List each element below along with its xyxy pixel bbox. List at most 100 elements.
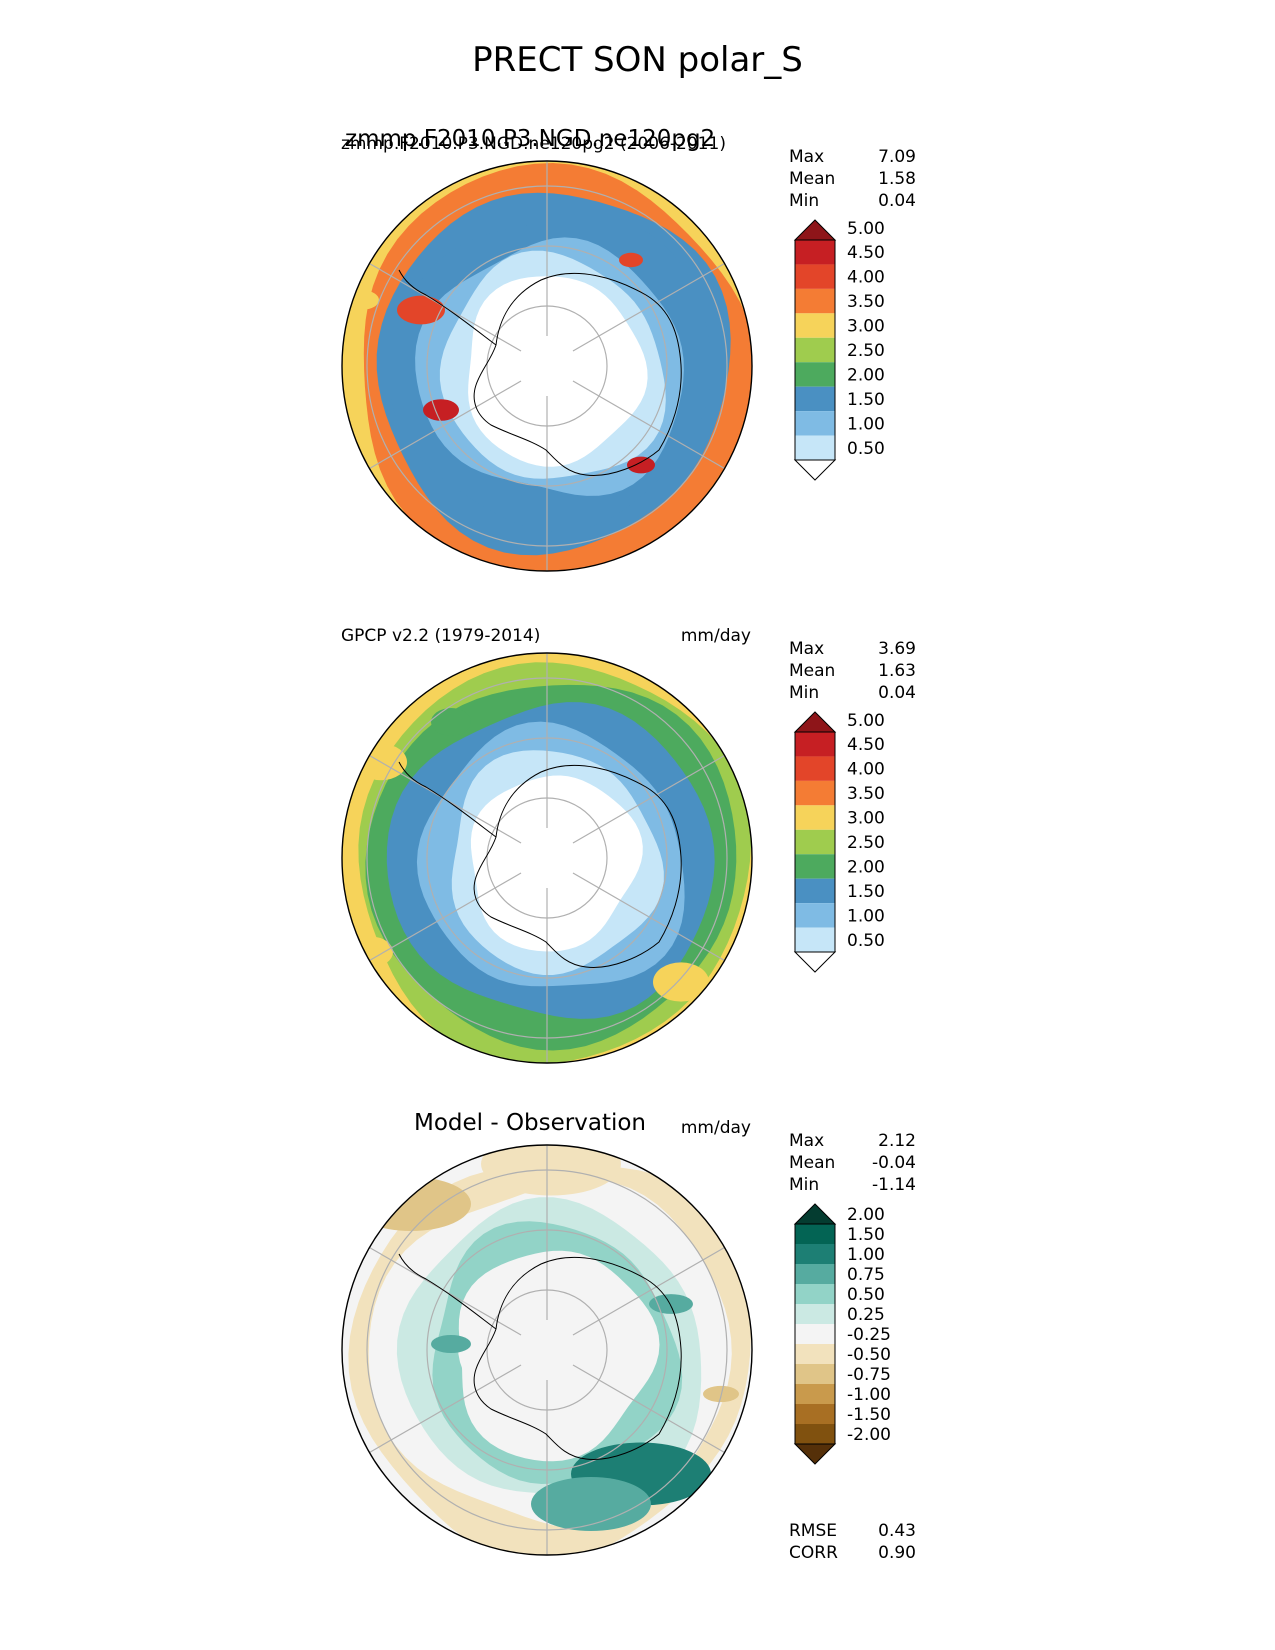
stat-min-label: Min [789, 683, 820, 703]
colorbar-segment [795, 337, 835, 363]
colorbar-tick-label: 2.00 [847, 1205, 885, 1225]
contour-band [347, 290, 379, 310]
colorbar-tick-label: 2.00 [847, 857, 885, 877]
colorbar-segment [795, 854, 835, 879]
meridian-line [369, 872, 522, 962]
meridian-line [572, 754, 725, 844]
colorbar-segment [795, 411, 835, 436]
colorbar-extend-min [793, 951, 837, 973]
colorbar-tick-label: -0.25 [847, 1325, 891, 1345]
colorbar-tick-label: 4.00 [847, 268, 885, 288]
contour-band [431, 1335, 471, 1353]
colorbar-segment [795, 240, 835, 265]
rmse-value: 0.43 [878, 1521, 916, 1541]
colorbar-tick-label: 3.00 [847, 809, 885, 829]
colorbar-segment [795, 1424, 835, 1444]
stat-max-value: 2.12 [878, 1131, 916, 1151]
colorbar-segment [795, 264, 835, 289]
colorbar-segment [795, 386, 835, 412]
colorbar-segment [795, 829, 835, 855]
colorbar-tick-label: 2.00 [847, 365, 885, 385]
colorbar-segment [795, 805, 835, 830]
map-boundary [341, 652, 753, 1064]
corr-value: 0.90 [878, 1543, 916, 1563]
panel-reference-units: mm/day [680, 626, 751, 646]
colorbar-test: 0.50 1.00 1.50 2.00 2.50 3.00 3.50 4.00 4.50 5.00 [793, 219, 885, 481]
colorbar-tick-label: 4.00 [847, 760, 885, 780]
meridian-line [369, 1364, 522, 1454]
colorbar-tick-label: 1.50 [847, 1225, 885, 1245]
stat-mean-value: 1.58 [878, 169, 916, 189]
meridian-line [572, 380, 725, 470]
colorbar-segment [795, 288, 835, 314]
colorbar-tick-label: 4.50 [847, 735, 885, 755]
contour-band [627, 456, 655, 474]
colorbar-extend-max [793, 1203, 837, 1225]
colorbar-tick-label: 0.50 [847, 439, 885, 459]
panel-reference-stats: Max 3.69 Mean 1.63 Min 0.04 [789, 638, 916, 704]
colorbar-tick-label: -0.75 [847, 1365, 891, 1385]
colorbar-tick-label: 2.50 [847, 341, 885, 361]
stat-min-value: 0.04 [878, 191, 916, 211]
stat-mean-label: Mean [789, 169, 836, 189]
meridian-line [572, 872, 725, 962]
contour-band [481, 1145, 621, 1196]
panel-test-left-title: zmmp.F2010.P3.NGD.ne120pg2 (2006-2011) [341, 134, 726, 154]
colorbar-segment [795, 878, 835, 904]
colorbar-tick-label: 1.50 [847, 390, 885, 410]
colorbar-tick-label: 0.50 [847, 931, 885, 951]
map-boundary [341, 1144, 753, 1556]
stat-min-value: -1.14 [872, 1175, 916, 1195]
contour-band [531, 1477, 651, 1531]
panel-reference-left-title: GPCP v2.2 (1979-2014) [341, 626, 541, 646]
colorbar-tick-label: 0.50 [847, 1285, 885, 1305]
meridian-line [572, 1364, 725, 1454]
colorbar-segment [795, 1304, 835, 1324]
colorbar-segment [795, 780, 835, 806]
figure-title: PRECT SON polar_S [472, 40, 803, 80]
colorbar-tick-label: -0.50 [847, 1345, 891, 1365]
colorbar-segment [795, 435, 835, 460]
stat-mean-value: 1.63 [878, 661, 916, 681]
coastline-peninsula [398, 761, 497, 838]
colorbar-segment [795, 903, 835, 928]
contour-band [458, 1267, 645, 1446]
polar-map-diff [341, 1144, 753, 1556]
stat-mean-value: -0.04 [872, 1153, 916, 1173]
panel-diff: Model - Observation mm/day Max 2.12 Mean -… [0, 1104, 1275, 1574]
colorbar-segment [795, 756, 835, 781]
meridian-line [369, 380, 522, 470]
stat-max-value: 7.09 [878, 147, 916, 167]
map-boundary [341, 160, 753, 572]
stat-max-value: 3.69 [878, 639, 916, 659]
coastline [473, 272, 682, 476]
stat-mean-label: Mean [789, 1153, 836, 1173]
contour-band [470, 775, 643, 952]
colorbar-segment [795, 1404, 835, 1424]
colorbar-extend-max [793, 219, 837, 241]
colorbar-segment [795, 1344, 835, 1364]
colorbar-tick-label: 0.75 [847, 1265, 885, 1285]
colorbar-tick-label: 2.50 [847, 833, 885, 853]
colorbar-tick-label: 1.00 [847, 906, 885, 926]
colorbar-tick-label: 3.00 [847, 317, 885, 337]
contour-band [468, 276, 648, 467]
stat-mean-label: Mean [789, 661, 836, 681]
colorbar-tick-label: -2.00 [847, 1425, 891, 1445]
polar-map-test [341, 160, 753, 572]
panel-diff-metrics: RMSE 0.43 CORR 0.90 [789, 1520, 916, 1564]
colorbar-segment [795, 1224, 835, 1244]
meridian-line [572, 1246, 725, 1336]
colorbar-segment [795, 1284, 835, 1304]
colorbar-diff: -2.00-1.50-1.00-0.75-0.50-0.250.250.500.… [793, 1203, 891, 1465]
panel-test-center-title: zmmp.F2010.P3.NGD.ne120pg2 [345, 126, 716, 152]
colorbar-segment [795, 1364, 835, 1384]
coastline [473, 1256, 682, 1460]
colorbar-segment [795, 1264, 835, 1284]
colorbar-segment [795, 1384, 835, 1404]
coastline [473, 764, 682, 968]
colorbar-tick-label: 3.50 [847, 784, 885, 804]
contour-band [423, 399, 459, 421]
rmse-label: RMSE [789, 1521, 838, 1541]
colorbar-tick-label: 0.25 [847, 1305, 885, 1325]
